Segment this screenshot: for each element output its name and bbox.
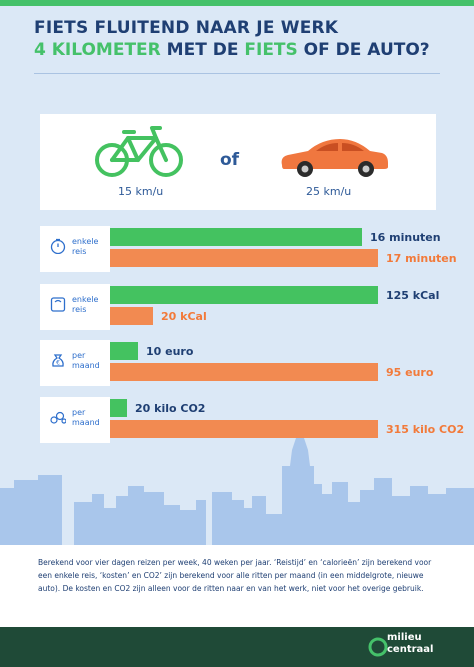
svg-text:€: € — [56, 360, 60, 367]
metric-card-1: enkele reis — [40, 284, 110, 330]
metric-label-line-2: maand — [72, 361, 100, 370]
bike-value-label: 16 minuten — [370, 231, 441, 244]
car-speed: 25 km/u — [306, 185, 352, 198]
bottom-bar — [0, 627, 474, 667]
car-value-label: 17 minuten — [386, 252, 457, 265]
metric-label-line-1: enkele — [72, 295, 99, 304]
title-line-1: FIETS FLUITEND NAAR JE WERK — [34, 18, 339, 38]
footnote-text: Berekend voor vier dagen reizen per week… — [38, 558, 432, 593]
metric-label: enkele reis — [72, 237, 98, 257]
bike-value-label: 20 kilo CO2 — [135, 402, 206, 415]
car-bar — [110, 363, 378, 381]
metric-label-line-1: per — [72, 351, 86, 360]
stopwatch-icon — [50, 238, 66, 254]
top-accent-bar — [0, 0, 474, 6]
title-with-the: MET DE — [160, 40, 245, 60]
title-bike-word: FIETS — [244, 40, 298, 60]
money-bag-icon: € — [52, 354, 64, 367]
bike-bar — [110, 399, 127, 417]
metric-label-line-2: reis — [72, 247, 87, 256]
car-value-label: 95 euro — [386, 366, 434, 379]
title-or-car: OF DE AUTO? — [297, 40, 430, 60]
car-bar — [110, 420, 378, 438]
bike-value-label: 10 euro — [146, 345, 194, 358]
title-line-2: 4 KILOMETER MET DE FIETS OF DE AUTO? — [34, 40, 430, 60]
logo-text: milieu centraal — [387, 632, 433, 656]
footnote-panel — [0, 545, 474, 627]
car-bar — [110, 307, 153, 325]
or-label: of — [220, 150, 240, 170]
car-value-label: 20 kCal — [161, 310, 207, 323]
metric-label: enkele reis — [72, 295, 98, 315]
metric-card-0: enkele reis — [40, 226, 110, 272]
bike-value-label: 125 kCal — [386, 289, 440, 302]
car-bar — [110, 249, 378, 267]
metric-label-line-2: reis — [72, 305, 87, 314]
car-value-label: 315 kilo CO2 — [386, 423, 465, 436]
metric-label: per maand — [72, 351, 100, 371]
co2-bubbles-icon — [50, 411, 66, 424]
logo-line-1: milieu — [387, 632, 422, 643]
metric-label: per maand — [72, 408, 100, 428]
metric-label-line-1: per — [72, 408, 86, 417]
title-distance: 4 KILOMETER — [34, 40, 161, 60]
metric-label-line-1: enkele — [72, 237, 99, 246]
milieu-centraal-logo-icon — [368, 637, 388, 657]
title-divider — [34, 73, 440, 74]
metric-label-line-2: maand — [72, 418, 100, 427]
bike-speed: 15 km/u — [118, 185, 164, 198]
bike-bar — [110, 342, 138, 360]
scale-icon — [50, 297, 66, 312]
metric-card-3: per maand — [40, 397, 110, 443]
metric-card-2: € per maand — [40, 340, 110, 386]
logo-line-2: centraal — [387, 644, 434, 655]
bicycle-icon — [95, 126, 183, 177]
city-skyline — [0, 430, 474, 545]
car-icon — [281, 139, 388, 177]
bike-bar — [110, 228, 362, 246]
bike-bar — [110, 286, 378, 304]
